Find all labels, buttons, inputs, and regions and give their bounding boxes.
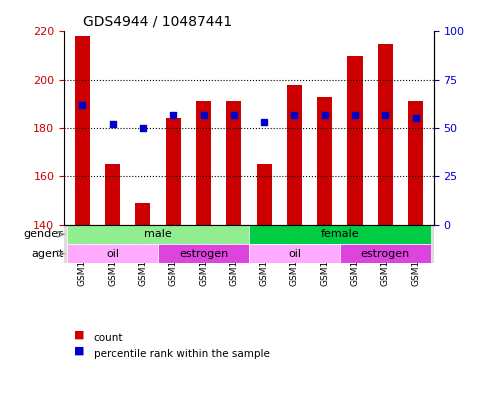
Point bbox=[230, 111, 238, 118]
Point bbox=[169, 111, 177, 118]
Text: oil: oil bbox=[288, 249, 301, 259]
Bar bbox=[105, 164, 120, 225]
Point bbox=[321, 111, 329, 118]
Point bbox=[139, 125, 147, 131]
Text: count: count bbox=[94, 333, 123, 343]
Text: GDS4944 / 10487441: GDS4944 / 10487441 bbox=[83, 15, 232, 29]
Bar bbox=[135, 203, 150, 225]
Point bbox=[382, 111, 389, 118]
Bar bbox=[287, 84, 302, 225]
Bar bbox=[196, 101, 211, 225]
FancyBboxPatch shape bbox=[158, 244, 249, 263]
Bar bbox=[408, 101, 423, 225]
Text: estrogen: estrogen bbox=[179, 249, 228, 259]
Bar bbox=[166, 118, 181, 225]
Bar bbox=[226, 101, 242, 225]
Text: ■: ■ bbox=[74, 330, 84, 340]
FancyBboxPatch shape bbox=[249, 225, 431, 244]
FancyBboxPatch shape bbox=[249, 244, 340, 263]
Point bbox=[260, 119, 268, 125]
Bar bbox=[348, 55, 363, 225]
Point bbox=[412, 115, 420, 121]
Text: agent: agent bbox=[31, 249, 64, 259]
Bar bbox=[378, 44, 393, 225]
Text: oil: oil bbox=[106, 249, 119, 259]
Text: estrogen: estrogen bbox=[361, 249, 410, 259]
FancyBboxPatch shape bbox=[67, 244, 158, 263]
Bar bbox=[75, 36, 90, 225]
Text: gender: gender bbox=[24, 230, 64, 239]
Text: percentile rank within the sample: percentile rank within the sample bbox=[94, 349, 270, 359]
Point bbox=[200, 111, 208, 118]
Point bbox=[78, 102, 86, 108]
Bar bbox=[256, 164, 272, 225]
Bar bbox=[317, 97, 332, 225]
Text: male: male bbox=[144, 230, 172, 239]
Text: female: female bbox=[320, 230, 359, 239]
FancyBboxPatch shape bbox=[340, 244, 431, 263]
Text: ■: ■ bbox=[74, 346, 84, 356]
FancyBboxPatch shape bbox=[67, 225, 249, 244]
Point bbox=[108, 121, 116, 127]
Point bbox=[290, 111, 298, 118]
Point bbox=[351, 111, 359, 118]
